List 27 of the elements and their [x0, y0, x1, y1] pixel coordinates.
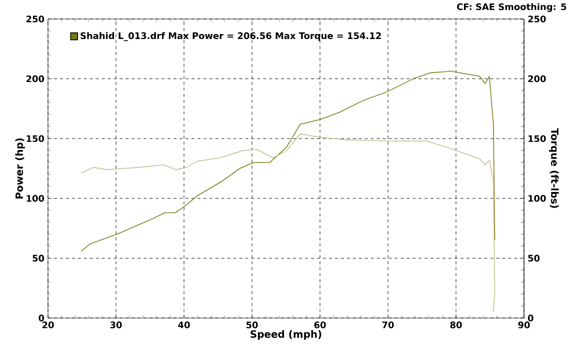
line-series [80, 133, 496, 312]
y-tick-label: 50 [32, 254, 44, 262]
y-tick-label: 0 [38, 314, 44, 322]
x-tick-label: 70 [382, 322, 394, 328]
x-tick-label: 30 [110, 322, 122, 328]
y2-tick-label: 100 [528, 195, 546, 202]
y-axis-title: Power (hp) [15, 138, 25, 198]
y-tick-label: 150 [26, 135, 44, 142]
x-tick-label: 50 [246, 322, 258, 328]
y-tick-label: 200 [26, 75, 44, 82]
y2-tick-label: 0 [528, 314, 534, 322]
y-tick-label: 250 [26, 16, 44, 22]
x-tick-label: 60 [314, 322, 326, 328]
line-series [80, 70, 496, 252]
y2-tick-label: 150 [528, 135, 546, 142]
y2-axis-title: Torque (ft-lbs) [549, 128, 559, 208]
legend-label: Shahid L_013.drf Max Power = 206.56 Max Torque = 154.12 [80, 32, 381, 42]
y2-tick-label: 50 [528, 254, 540, 262]
text: CF: SAE Smoothing: 5 [457, 3, 566, 12]
y-tick-label: 100 [26, 195, 44, 202]
y2-tick-label: 250 [528, 16, 546, 22]
x-tick-label: 80 [450, 322, 462, 328]
x-tick-label: 40 [178, 322, 190, 328]
x-tick-label: 90 [518, 322, 530, 328]
x-axis-title: Speed (mph) [250, 330, 322, 340]
y2-tick-label: 200 [528, 75, 546, 82]
x-tick-label: 20 [42, 322, 54, 328]
